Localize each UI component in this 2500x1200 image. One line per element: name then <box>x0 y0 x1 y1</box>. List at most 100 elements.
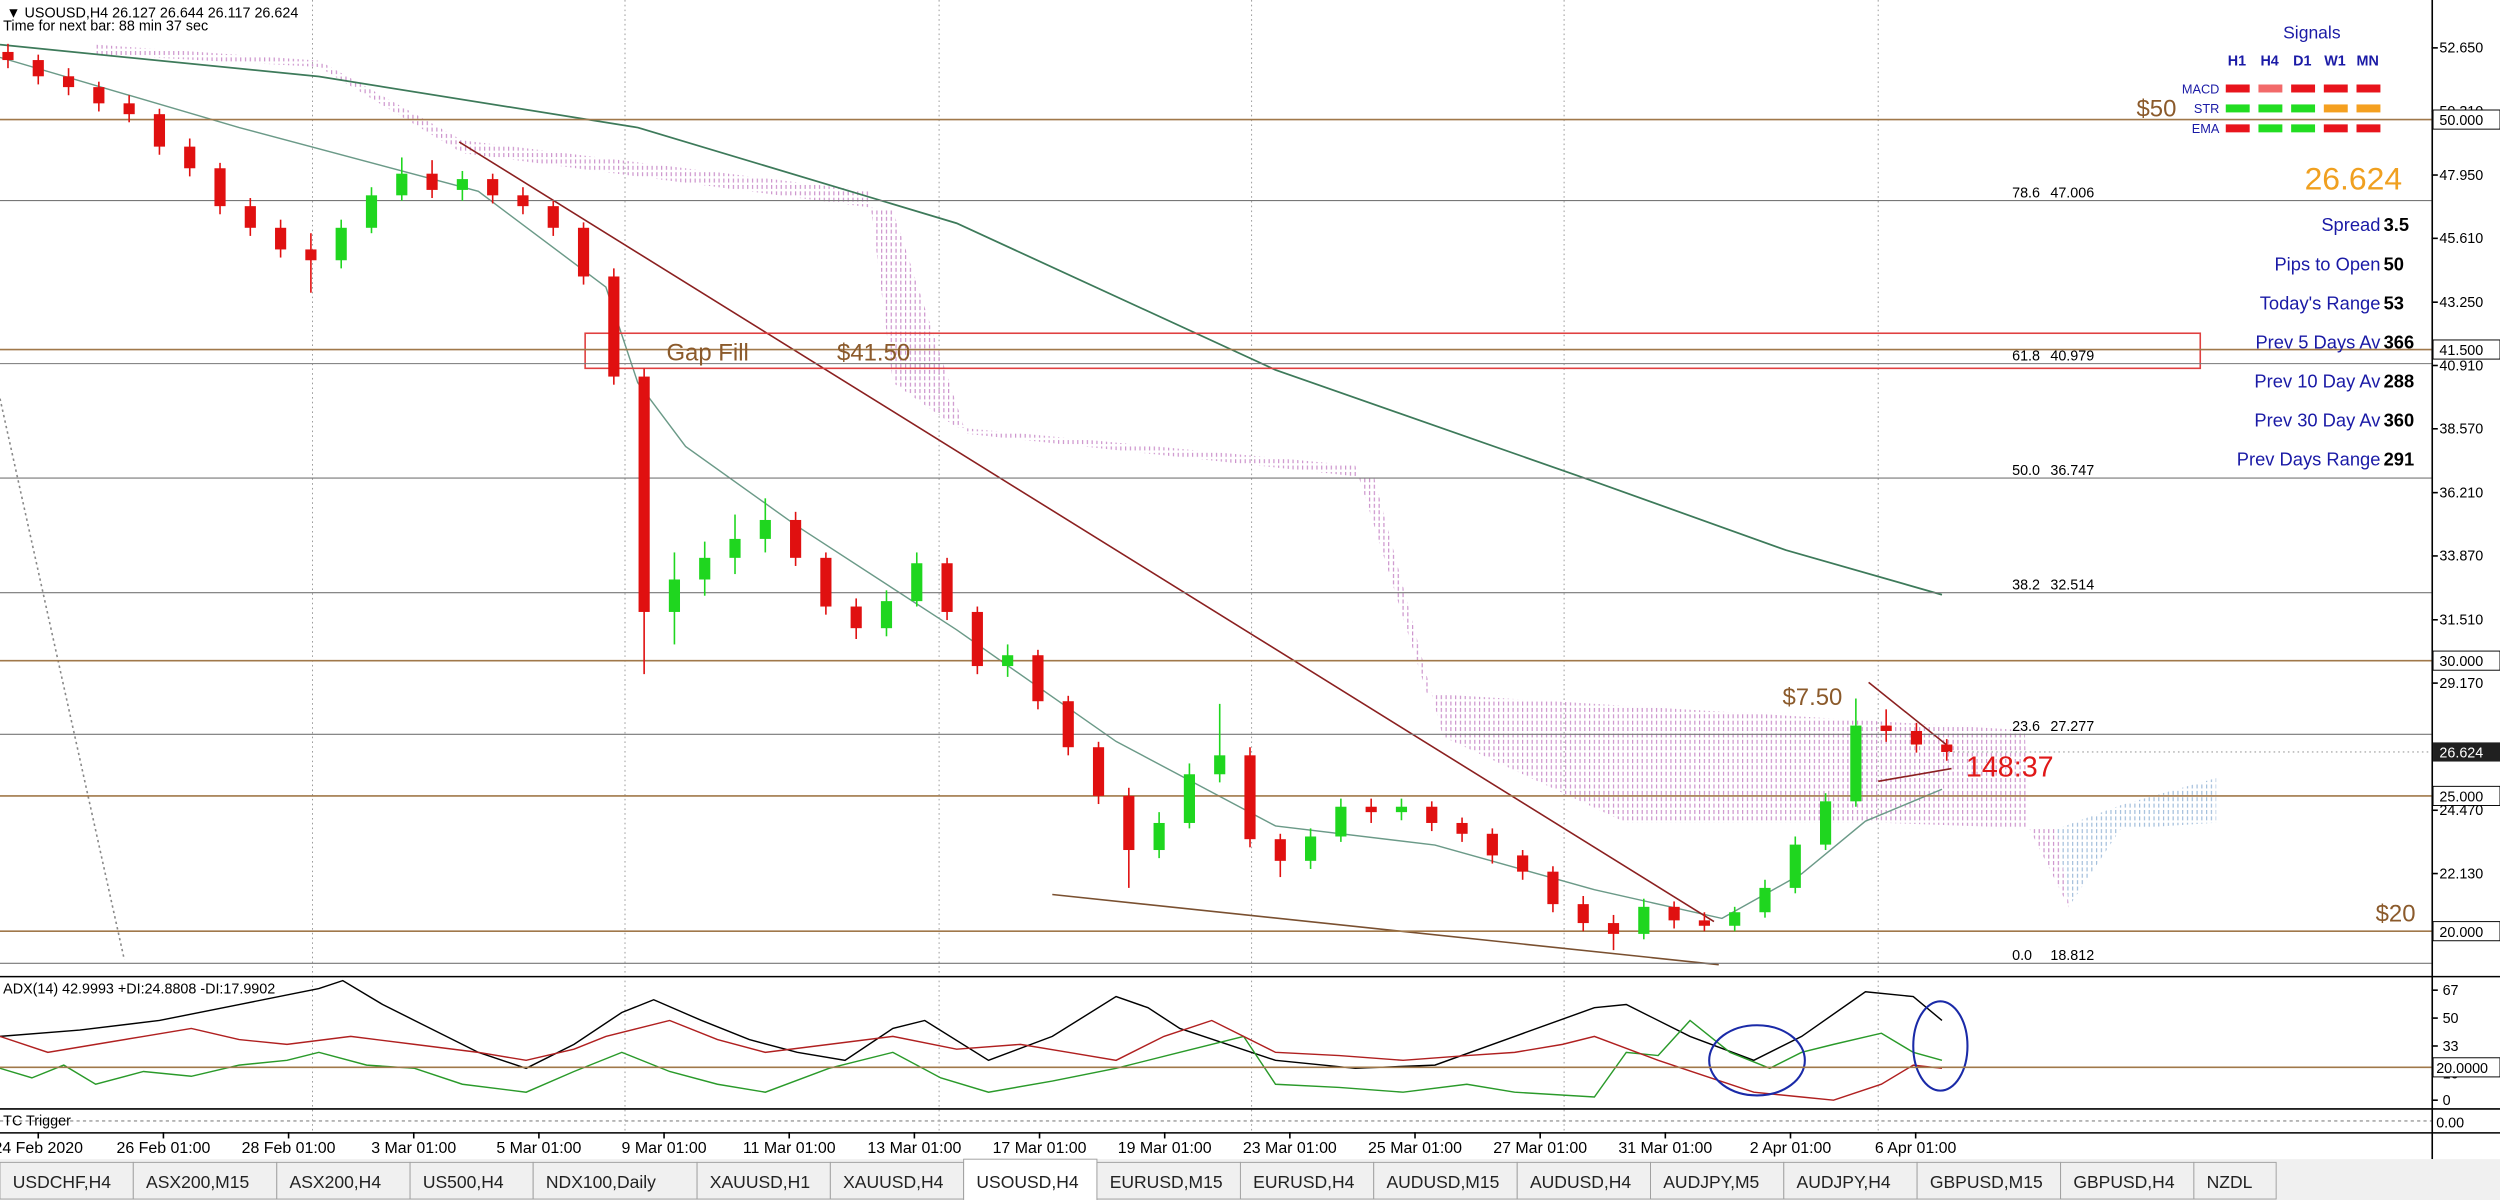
candle-body <box>305 249 317 261</box>
fib-price: 18.812 <box>2050 948 2094 964</box>
y-tick-label: 43.250 <box>2439 295 2483 311</box>
fib-ratio: 23.6 <box>2012 719 2040 735</box>
triangle-upper <box>1868 681 1949 747</box>
signal-cell <box>2356 124 2381 133</box>
tab[interactable] <box>2060 1161 2195 1200</box>
candle-body <box>93 87 105 104</box>
tab-label: EURUSD,H4 <box>1253 1172 1354 1192</box>
candle-body <box>1214 755 1226 775</box>
tab-label: USDCHF,H4 <box>13 1172 112 1192</box>
time-axis: 24 Feb 2020 26 Feb 01:00 28 Feb 01:00 3 Mar… <box>0 1132 1957 1157</box>
candle-body <box>396 173 408 196</box>
candle-body <box>1607 923 1620 934</box>
tabs: USDCHF,H4 ASX200,M15 ASX200,H4 US500,H4 NDX1… <box>0 1158 2277 1200</box>
tab[interactable] <box>1916 1161 2062 1200</box>
y-tick-label: 45.610 <box>2439 231 2483 247</box>
candle-body <box>335 227 347 261</box>
signal-column: H4 <box>2260 53 2278 69</box>
tab[interactable] <box>829 1161 965 1200</box>
adx-title: ADX(14) 42.9993 +DI:24.8808 -DI:17.9902 <box>3 981 275 997</box>
stat-label: Spread <box>2321 214 2380 235</box>
trigger-axis-label: 0.00 <box>2436 1115 2464 1131</box>
highlight-circle <box>1708 1024 1806 1097</box>
signal-cell <box>2323 84 2348 93</box>
stat-value: 366 <box>2384 331 2415 352</box>
tab[interactable] <box>0 1161 134 1200</box>
candle-body <box>426 173 438 190</box>
tab[interactable] <box>2193 1161 2277 1200</box>
y-tick-label: 31.510 <box>2439 613 2483 629</box>
tab-label: GBPUSD,H4 <box>2073 1172 2174 1192</box>
x-tick-label: 28 Feb 01:00 <box>242 1140 336 1157</box>
candle-body <box>1062 701 1074 748</box>
tab-label: AUDJPY,M5 <box>1663 1172 1759 1192</box>
y-tick-label: 52.650 <box>2439 41 2483 57</box>
adx-tick-label: 67 <box>2443 983 2459 999</box>
level-label: 30.000 <box>2439 654 2483 670</box>
annotation: $7.50 <box>1783 684 1843 711</box>
y-tick-label: 38.570 <box>2439 422 2483 438</box>
candle-body <box>1153 822 1165 851</box>
tab-label: USOUSD,H4 <box>976 1172 1078 1192</box>
y-tick-label: 24.470 <box>2439 803 2483 819</box>
candle-body <box>638 376 650 612</box>
candle-body <box>1002 655 1014 667</box>
x-tick-label: 13 Mar 01:00 <box>867 1140 961 1157</box>
tab[interactable] <box>276 1161 411 1200</box>
tab[interactable] <box>1650 1161 1785 1200</box>
signal-cell <box>2258 84 2283 93</box>
candle-body <box>1941 744 1953 752</box>
signal-cell <box>2258 104 2283 113</box>
candle-body <box>1123 795 1135 851</box>
candle-body <box>911 563 923 602</box>
stat-label: Prev Days Range <box>2237 449 2381 470</box>
candle-body <box>880 601 893 629</box>
tab[interactable] <box>409 1161 534 1200</box>
x-tick-label: 11 Mar 01:00 <box>743 1140 836 1157</box>
x-tick-label: 3 Mar 01:00 <box>371 1140 456 1157</box>
tab[interactable] <box>1096 1161 1241 1200</box>
tab[interactable] <box>963 1158 1098 1200</box>
adx-line <box>0 979 1943 1070</box>
y-tick-label: 47.950 <box>2439 168 2483 184</box>
stat-value: 3.5 <box>2384 214 2409 235</box>
signal-cell <box>2356 104 2381 113</box>
tab[interactable] <box>1239 1161 1375 1200</box>
tab[interactable] <box>696 1161 831 1200</box>
signal-cell <box>2225 124 2250 133</box>
x-tick-label: 31 Mar 01:00 <box>1618 1140 1712 1157</box>
y-tick-label: 22.130 <box>2439 866 2483 882</box>
tab[interactable] <box>1373 1161 1518 1200</box>
candle-body <box>456 179 468 190</box>
y-tick-label: 33.870 <box>2439 549 2483 565</box>
stat-label: Prev 5 Days Av <box>2255 331 2381 352</box>
tab[interactable] <box>532 1161 698 1200</box>
x-tick-label: 26 Feb 01:00 <box>116 1140 210 1157</box>
adx-lines <box>0 979 1943 1101</box>
candle-body <box>214 168 226 207</box>
candle-body <box>184 146 196 169</box>
tab[interactable] <box>1516 1161 1651 1200</box>
price-plot: 52.65050.31047.95045.61043.25040.91038.5… <box>0 41 2500 964</box>
candle-body <box>1456 822 1468 834</box>
fib-ratio: 38.2 <box>2012 577 2040 593</box>
x-tick-label: 23 Mar 01:00 <box>1243 1140 1337 1157</box>
tab[interactable] <box>1783 1161 1918 1200</box>
annotation: $20 <box>2376 901 2416 928</box>
candle-body <box>1547 871 1559 905</box>
candle-body <box>1244 755 1256 840</box>
candle-body <box>1335 806 1347 837</box>
x-tick-label: 9 Mar 01:00 <box>622 1140 707 1157</box>
x-tick-label: 2 Apr 01:00 <box>1750 1140 1832 1157</box>
tab-label: XAUUSD,H1 <box>710 1172 810 1192</box>
level-label: 25.000 <box>2439 789 2483 805</box>
fib-ratio: 78.6 <box>2012 185 2040 201</box>
plus-di-line <box>0 1019 1943 1098</box>
adx-tick-label: 50 <box>2443 1011 2459 1027</box>
signal-column: H1 <box>2228 53 2246 69</box>
candle-body <box>1880 725 1892 731</box>
tab-label: XAUUSD,H4 <box>843 1172 944 1192</box>
adx-level-label: 20.0000 <box>2436 1061 2488 1077</box>
